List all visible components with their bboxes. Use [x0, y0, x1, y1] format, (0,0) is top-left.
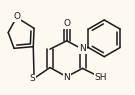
Text: O: O	[63, 19, 70, 28]
Text: N: N	[79, 44, 86, 53]
Text: SH: SH	[94, 73, 107, 82]
Text: N: N	[63, 73, 70, 82]
Text: O: O	[13, 12, 20, 21]
Text: S: S	[30, 74, 35, 83]
